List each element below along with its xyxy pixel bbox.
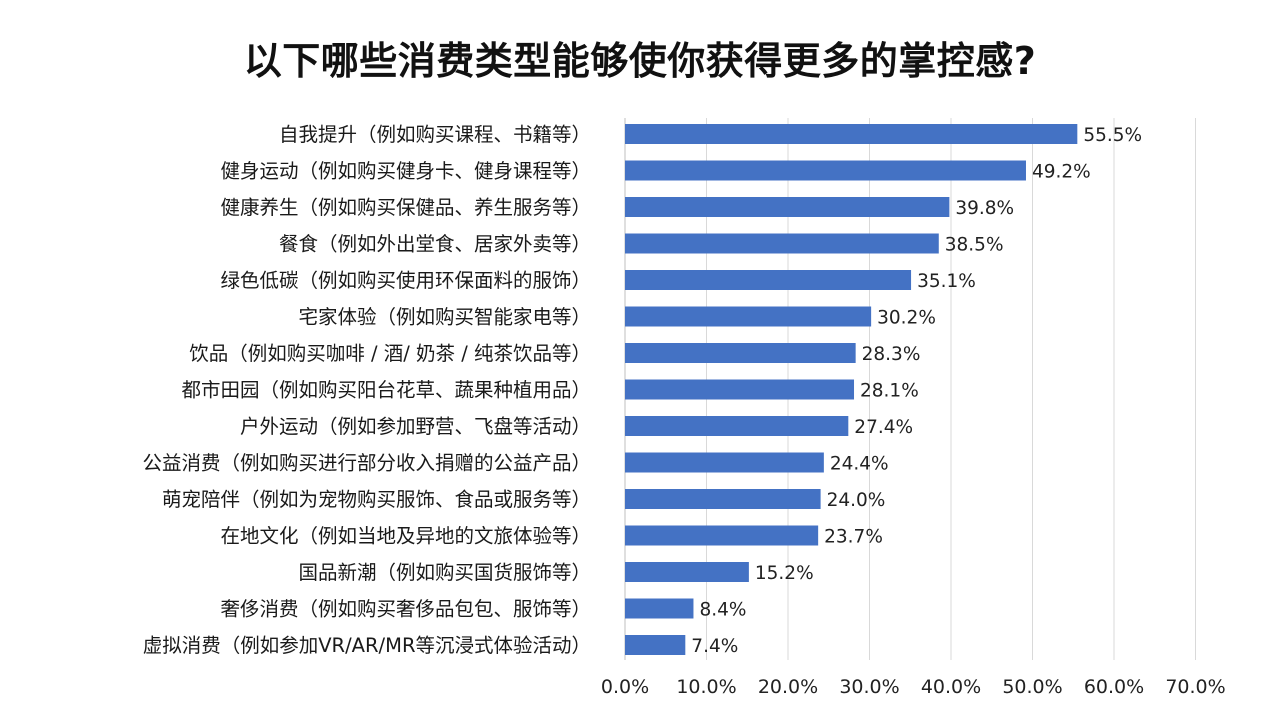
data-label: 7.4% <box>691 636 738 657</box>
x-tick-label: 40.0% <box>921 676 981 698</box>
bar <box>625 379 855 400</box>
bar <box>625 197 950 217</box>
category-label: 户外运动（例如参加野营、飞盘等活动） <box>240 415 591 438</box>
data-label: 55.5% <box>1083 125 1142 146</box>
category-label: 健康养生（例如购买保健品、养生服务等） <box>220 196 591 219</box>
category-label: 宅家体验（例如购买智能家电等） <box>298 306 591 329</box>
category-label: 健身运动（例如购买健身卡、健身课程等） <box>220 160 591 183</box>
x-tick-label: 30.0% <box>839 676 899 698</box>
bar <box>625 562 749 582</box>
category-label: 都市田园（例如购买阳台花草、蔬果种植用品） <box>181 379 591 402</box>
x-tick-label: 70.0% <box>1165 676 1225 698</box>
x-tick-label: 20.0% <box>758 676 818 698</box>
data-label: 30.2% <box>877 308 936 329</box>
bar <box>625 124 1078 144</box>
data-label: 27.4% <box>854 417 913 438</box>
x-tick-label: 50.0% <box>1002 676 1062 698</box>
bar <box>625 452 824 473</box>
category-label: 奢侈消费（例如购买奢侈品包包、服饰等） <box>220 598 591 621</box>
category-label: 自我提升（例如购买课程、书籍等） <box>279 123 591 146</box>
bar <box>625 525 819 546</box>
category-label: 国品新潮（例如购买国货服饰等） <box>298 561 591 584</box>
data-label: 8.4% <box>699 600 746 621</box>
category-label: 萌宠陪伴（例如为宠物购买服饰、食品或服务等） <box>162 488 591 511</box>
data-label: 49.2% <box>1032 162 1091 183</box>
data-label: 38.5% <box>945 235 1004 256</box>
category-label: 公益消费（例如购买进行部分收入捐赠的公益产品） <box>142 452 591 475</box>
bar <box>625 598 694 619</box>
bar <box>625 233 939 254</box>
data-label: 24.0% <box>827 490 886 511</box>
data-label: 35.1% <box>917 271 976 292</box>
bar <box>625 343 856 363</box>
bar <box>625 270 912 290</box>
category-label: 绿色低碳（例如购买使用环保面料的服饰） <box>220 269 591 292</box>
data-label: 23.7% <box>824 527 883 548</box>
data-label: 24.4% <box>830 454 889 475</box>
bar <box>625 306 872 327</box>
x-tick-label: 0.0% <box>601 676 649 698</box>
data-label: 15.2% <box>755 563 814 584</box>
bar <box>625 160 1026 181</box>
chart-title: 以下哪些消费类型能够使你获得更多的掌控感? <box>243 39 1037 83</box>
bar <box>625 635 686 655</box>
category-label: 在地文化（例如当地及异地的文旅体验等） <box>220 525 591 548</box>
data-label: 39.8% <box>955 198 1014 219</box>
category-label: 饮品（例如购买咖啡 / 酒/ 奶茶 / 纯茶饮品等） <box>189 342 591 365</box>
x-tick-label: 60.0% <box>1084 676 1144 698</box>
bar <box>625 489 821 509</box>
data-label: 28.3% <box>862 344 921 365</box>
data-label: 28.1% <box>860 381 919 402</box>
bar <box>625 416 849 436</box>
category-label: 虚拟消费（例如参加VR/AR/MR等沉浸式体验活动） <box>143 634 591 657</box>
category-label: 餐食（例如外出堂食、居家外卖等） <box>279 233 591 256</box>
x-tick-label: 10.0% <box>676 676 736 698</box>
